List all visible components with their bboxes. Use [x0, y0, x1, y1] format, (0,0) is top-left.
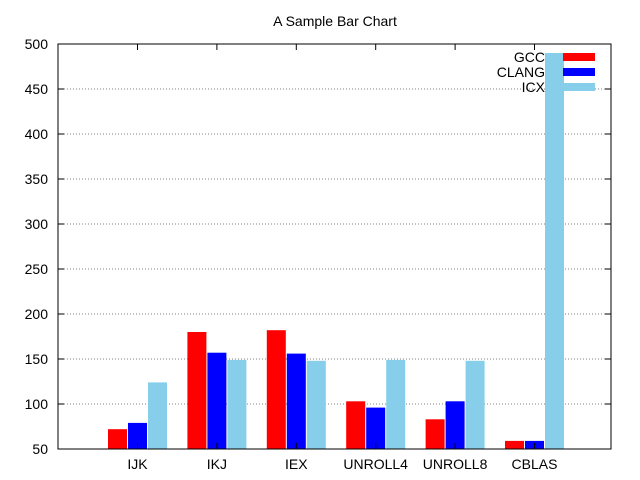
y-tick-label: 200: [25, 306, 49, 322]
legend-label-gcc: GCC: [514, 49, 545, 65]
x-tick-label: UNROLL8: [423, 456, 488, 472]
bar-clang-unroll4: [366, 407, 386, 449]
bar-icx-iex: [306, 360, 326, 449]
bar-gcc-iex: [266, 330, 286, 449]
bar-gcc-ikj: [187, 332, 207, 449]
x-axis-ticks: IJK IKJ IEX UNROLL4 UNROLL8 CBLAS: [127, 44, 557, 472]
legend-swatch-clang: [563, 68, 595, 76]
y-tick-label: 500: [25, 36, 49, 52]
bar-gcc-cblas: [505, 440, 524, 449]
grid-lines: [58, 88, 611, 405]
y-tick-label: 450: [25, 81, 49, 97]
bar-icx-ikj: [227, 359, 247, 449]
y-tick-label: 150: [25, 351, 49, 367]
x-tick-label: CBLAS: [512, 456, 558, 472]
bar-icx-unroll8: [465, 360, 485, 449]
y-tick-label: 100: [25, 396, 49, 412]
x-tick-label: IJK: [127, 456, 148, 472]
bar-clang-unroll8: [445, 401, 465, 449]
x-tick-label: UNROLL4: [343, 456, 408, 472]
x-tick-label: IKJ: [207, 456, 227, 472]
legend-swatch-gcc: [563, 53, 595, 61]
bar-icx-unroll4: [386, 359, 406, 449]
chart-title: A Sample Bar Chart: [273, 13, 397, 29]
bar-clang-ikj: [207, 352, 227, 449]
x-tick-label: IEX: [285, 456, 308, 472]
y-tick-label: 400: [25, 126, 49, 142]
y-tick-label: 350: [25, 171, 49, 187]
plot-frame: [57, 43, 612, 450]
y-tick-label: 300: [25, 216, 49, 232]
y-axis-ticks: 50 100 150 200 250 300 350 400 450 500: [25, 36, 611, 457]
bar-icx-cblas: [545, 53, 564, 449]
bar-gcc-unroll4: [346, 401, 366, 449]
bar-clang-iex: [286, 353, 306, 449]
bars: [108, 53, 564, 449]
bar-gcc-unroll8: [425, 419, 445, 449]
y-tick-label: 250: [25, 261, 49, 277]
bar-icx-ijk: [148, 382, 167, 449]
y-tick-label: 50: [32, 441, 48, 457]
bar-clang-ijk: [128, 422, 147, 449]
legend-label-clang: CLANG: [497, 64, 545, 80]
legend-label-icx: ICX: [522, 79, 546, 95]
legend-swatch-icx: [563, 83, 595, 91]
bar-gcc-ijk: [108, 429, 127, 449]
